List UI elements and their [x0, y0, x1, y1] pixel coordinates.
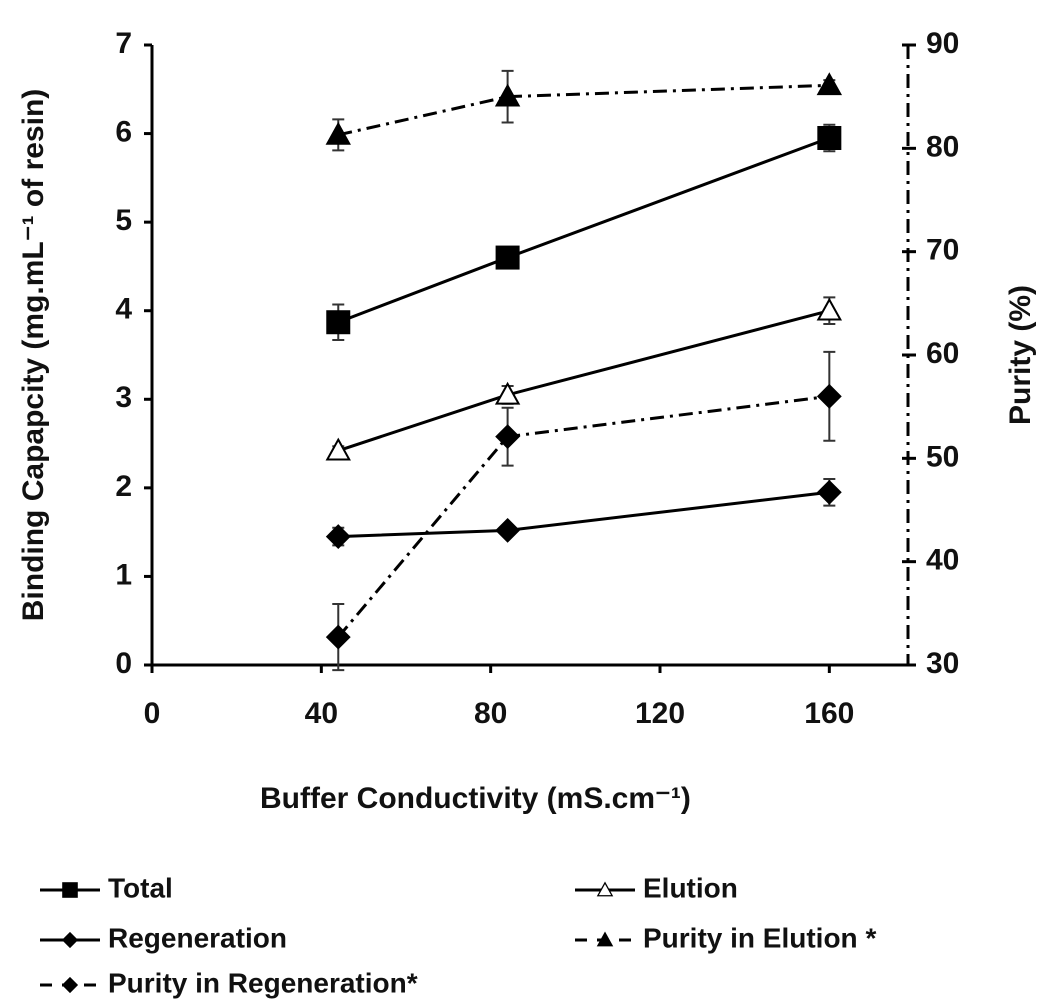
data-point	[817, 126, 842, 150]
y2-axis-label: Purity (%)	[1004, 285, 1037, 425]
legend-label: Purity in Elution *	[643, 922, 876, 953]
series-line	[337, 394, 830, 639]
x-tick-label: 80	[474, 697, 507, 730]
y-tick-label: 1	[115, 558, 132, 591]
x-tick-label: 160	[804, 697, 854, 730]
y2-tick-label: 50	[926, 440, 959, 473]
data-point	[325, 624, 351, 650]
series-line	[337, 136, 830, 324]
series-line	[337, 83, 830, 137]
legend-label: Elution	[643, 872, 738, 903]
legend-label: Purity in Regeneration*	[108, 967, 418, 998]
data-point	[326, 310, 351, 335]
data-point	[494, 83, 521, 107]
legend-marker	[596, 931, 614, 947]
data-point	[816, 72, 843, 96]
legend-marker	[62, 882, 78, 898]
legend-label: Total	[108, 872, 173, 903]
y-axis-label: Binding Capapcity (mg.mL⁻¹ of resin)	[17, 89, 50, 622]
legend-label: Regeneration	[108, 922, 287, 953]
series-line	[337, 309, 830, 453]
y2-tick-label: 70	[926, 234, 959, 267]
data-point	[495, 424, 521, 450]
legend-marker	[596, 881, 614, 897]
data-point	[816, 479, 842, 505]
y-tick-label: 3	[115, 381, 132, 414]
y2-tick-label: 60	[926, 337, 959, 370]
y2-tick-label: 90	[926, 27, 959, 60]
data-point	[325, 524, 351, 549]
data-point	[495, 517, 521, 543]
series-line	[338, 490, 830, 539]
y2-tick-label: 80	[926, 130, 959, 163]
data-point	[325, 437, 351, 461]
y-tick-label: 0	[115, 647, 132, 680]
legend-marker	[61, 931, 79, 949]
data-point	[816, 383, 842, 409]
legend-marker	[61, 976, 79, 994]
y-tick-label: 6	[115, 115, 132, 148]
y-tick-label: 7	[115, 27, 132, 60]
x-axis-label: Buffer Conductivity (mS.cm⁻¹)	[260, 782, 691, 815]
y-tick-label: 5	[115, 204, 132, 237]
y2-tick-label: 40	[926, 544, 959, 577]
x-tick-label: 0	[144, 697, 161, 730]
data-point	[816, 297, 843, 321]
y-tick-label: 2	[115, 470, 132, 503]
data-point	[495, 245, 520, 270]
x-tick-label: 120	[635, 697, 685, 730]
data-point	[494, 381, 521, 405]
y2-tick-label: 30	[926, 647, 959, 680]
x-tick-label: 40	[305, 697, 338, 730]
data-point	[325, 121, 351, 145]
y-tick-label: 4	[115, 293, 132, 326]
